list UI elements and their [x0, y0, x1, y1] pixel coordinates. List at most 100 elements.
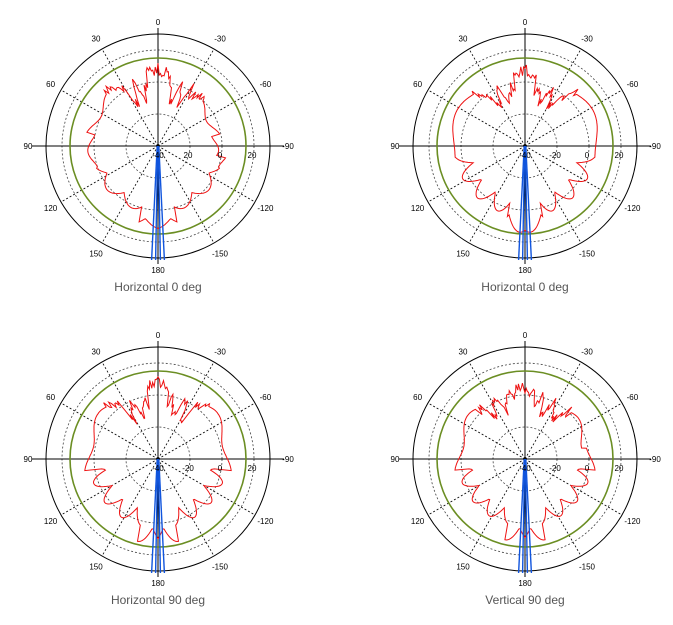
radial-tick-label: -40	[519, 464, 531, 473]
radial-tick-label: -40	[152, 464, 164, 473]
angle-tick-label: 0	[156, 18, 161, 27]
grid-spoke	[524, 458, 582, 557]
angle-tick-label: 60	[46, 80, 55, 89]
beam-trace	[157, 145, 162, 261]
grid-spoke	[468, 458, 526, 557]
angle-tick-label: 90	[24, 455, 33, 464]
chart-caption: Vertical 90 deg	[485, 593, 565, 607]
radial-tick-label: 20	[248, 151, 257, 160]
angle-tick-label: -150	[579, 249, 596, 258]
beam-trace	[517, 458, 525, 574]
angle-tick-label: -30	[581, 348, 593, 357]
angle-tick-label: 60	[46, 393, 55, 402]
angle-tick-label: 60	[413, 80, 422, 89]
grid-spoke	[427, 402, 526, 460]
angle-tick-label: -60	[627, 80, 639, 89]
pattern-trace	[86, 63, 227, 229]
polar-plot: 0 -30 -60 -90 -120 -150 180 150 120 90 60 30 -40 -20 0…	[24, 331, 295, 588]
angle-tick-label: 90	[391, 142, 400, 151]
angle-tick-label: -90	[282, 455, 294, 464]
beam-trace	[157, 458, 162, 574]
angle-tick-label: 120	[44, 517, 58, 526]
radial-tick-label: 0	[585, 151, 590, 160]
beam-trace	[521, 458, 526, 574]
angle-tick-label: -60	[260, 393, 272, 402]
angle-tick-label: 150	[456, 249, 470, 258]
angle-tick-label: 0	[523, 331, 528, 340]
angle-tick-label: 0	[156, 331, 161, 340]
grid-spoke	[157, 402, 256, 460]
radial-tick-label: 20	[615, 151, 624, 160]
grid-spoke	[101, 48, 159, 147]
angle-tick-label: 120	[44, 204, 58, 213]
radial-tick-label: -40	[152, 151, 164, 160]
grid-spoke	[157, 458, 256, 516]
angle-tick-label: 180	[151, 579, 165, 588]
beam-trace	[521, 145, 526, 261]
angle-tick-label: -30	[214, 348, 226, 357]
angle-tick-label: -90	[649, 142, 661, 151]
angle-tick-label: 30	[459, 348, 468, 357]
reference-ring	[436, 57, 614, 235]
polar-chart-vertical-90: 0 -30 -60 -90 -120 -150 180 150 120 90 60 30 -40 -20 0…	[391, 325, 673, 625]
chart-caption: Horizontal 0 deg	[114, 280, 202, 294]
angle-tick-label: -90	[649, 455, 661, 464]
angle-tick-label: 150	[456, 562, 470, 571]
beam-trace	[524, 458, 529, 574]
angle-tick-label: 120	[411, 204, 425, 213]
angle-tick-label: 180	[151, 266, 165, 275]
angle-tick-label: -60	[260, 80, 272, 89]
grid-spoke	[60, 89, 159, 147]
beam-trace	[524, 145, 529, 261]
grid-spoke	[101, 458, 159, 557]
pattern-trace	[454, 382, 596, 541]
grid-spoke	[524, 402, 623, 460]
grid-spoke	[524, 48, 582, 147]
grid-spoke	[157, 458, 215, 557]
radial-tick-label: 0	[585, 464, 590, 473]
polar-plot: 0 -30 -60 -90 -120 -150 180 150 120 90 60 30 -40 -20 0…	[391, 18, 662, 275]
angle-tick-label: 90	[24, 142, 33, 151]
pattern-trace	[84, 375, 232, 543]
radial-tick-label: -40	[519, 151, 531, 160]
angle-tick-label: 30	[92, 348, 101, 357]
grid-spoke	[524, 89, 623, 147]
grid-spoke	[101, 361, 159, 460]
beam-trace	[154, 145, 159, 261]
grid-spoke	[60, 145, 159, 203]
beam-trace	[158, 145, 166, 261]
angle-tick-label: 180	[518, 266, 532, 275]
polar-plot: 0 -30 -60 -90 -120 -150 180 150 120 90 60 30 -40 20 0 2…	[24, 18, 295, 275]
angle-tick-label: -30	[214, 35, 226, 44]
grid-spoke	[101, 145, 159, 244]
radial-tick-label: -20	[549, 151, 561, 160]
pattern-trace	[452, 64, 598, 233]
reference-ring	[69, 57, 247, 235]
angle-tick-label: 120	[411, 517, 425, 526]
grid-spoke	[524, 458, 623, 516]
grid-spoke	[524, 145, 582, 244]
angle-tick-label: -120	[257, 204, 274, 213]
angle-tick-label: -60	[627, 393, 639, 402]
angle-tick-label: -150	[212, 249, 229, 258]
grid-spoke	[468, 48, 526, 147]
grid-spoke	[524, 145, 623, 203]
angle-tick-label: 150	[89, 562, 103, 571]
polar-chart-horizontal-0-a: 0 -30 -60 -90 -120 -150 180 150 120 90 60 30 -40 20 0 2…	[24, 12, 338, 312]
grid-spoke	[427, 458, 526, 516]
angle-tick-label: 30	[92, 35, 101, 44]
grid-spoke	[468, 361, 526, 460]
grid-spoke	[157, 361, 215, 460]
grid-spoke	[157, 48, 215, 147]
beam-trace	[150, 145, 158, 261]
polar-chart-horizontal-90: 0 -30 -60 -90 -120 -150 180 150 120 90 60 30 -40 -20 0…	[24, 325, 338, 625]
radial-tick-label: 0	[218, 464, 223, 473]
beam-trace	[158, 458, 166, 574]
angle-tick-label: -30	[581, 35, 593, 44]
radial-tick-label: 20	[615, 464, 624, 473]
grid-spoke	[60, 402, 159, 460]
angle-tick-label: 30	[459, 35, 468, 44]
angle-tick-label: 60	[413, 393, 422, 402]
angle-tick-label: -150	[212, 562, 229, 571]
reference-ring	[69, 370, 247, 548]
